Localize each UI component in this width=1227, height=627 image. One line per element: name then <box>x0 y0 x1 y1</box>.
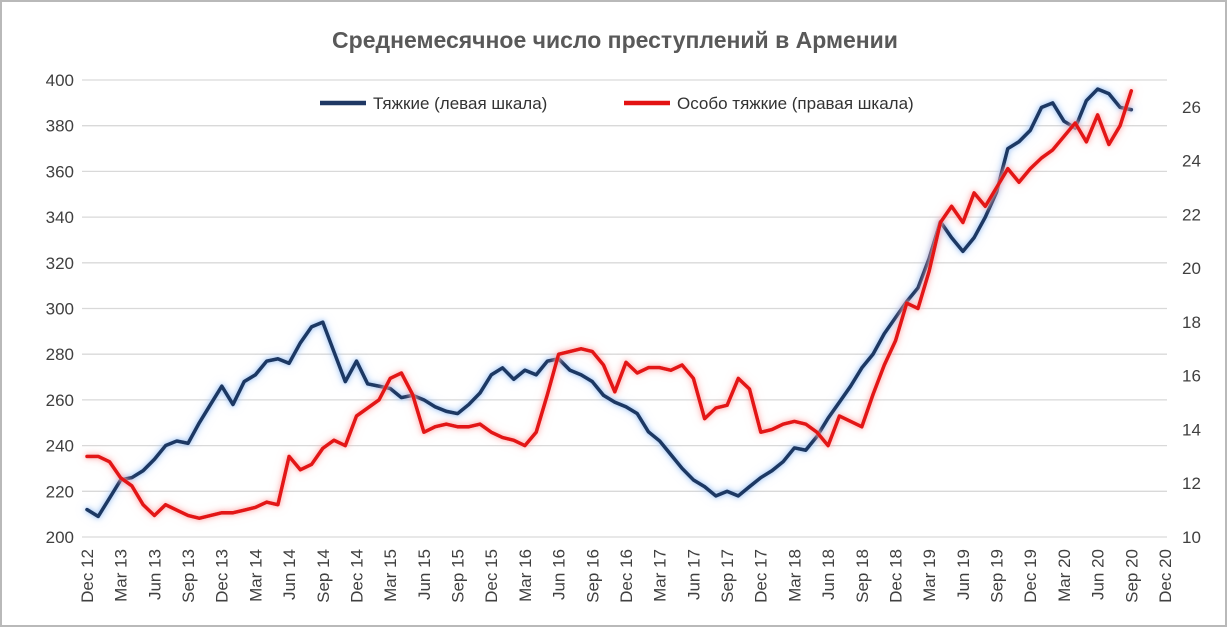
x-axis-tick-label: Mar 17 <box>651 549 670 602</box>
x-axis-tick-label: Mar 16 <box>516 549 535 602</box>
x-axis-tick-label: Sep 18 <box>853 549 872 603</box>
x-axis-tick-label: Jun 20 <box>1089 549 1108 600</box>
left-axis-tick-label: 340 <box>46 208 74 227</box>
gridlines <box>82 79 1167 538</box>
left-axis-tick-label: 300 <box>46 299 74 318</box>
chart-title: Среднемесячное число преступлений в Арме… <box>332 27 898 53</box>
right-axis-tick-label: 24 <box>1182 152 1201 171</box>
x-axis-tick-label: Mar 14 <box>246 549 265 602</box>
right-axis-ticks: 10 12 14 16 18 20 22 24 26 <box>1182 98 1201 547</box>
right-axis-tick-label: 16 <box>1182 367 1201 386</box>
x-axis-tick-label: Mar 13 <box>112 549 131 602</box>
x-axis-tick-label: Dec 12 <box>78 549 97 603</box>
left-axis-tick-label: 380 <box>46 117 74 136</box>
right-axis-tick-label: 20 <box>1182 259 1201 278</box>
serious-line <box>85 87 1134 519</box>
x-axis-tick-label: Sep 16 <box>583 549 602 603</box>
legend-serious-label: Тяжкие (левая шкала) <box>373 94 547 113</box>
x-axis-tick-label: Sep 17 <box>718 549 737 603</box>
left-axis-tick-label: 220 <box>46 482 74 501</box>
right-axis-tick-label: 22 <box>1182 205 1201 224</box>
x-axis-tick-label: Sep 20 <box>1122 549 1141 603</box>
legend: Тяжкие (левая шкала) Особо тяжкие (права… <box>320 94 914 113</box>
serious-line-series <box>85 87 1134 519</box>
x-axis-tick-label: Dec 17 <box>752 549 771 603</box>
right-axis-tick-label: 12 <box>1182 474 1201 493</box>
x-axis-tick-label: Dec 13 <box>213 549 232 603</box>
x-axis-tick-label: Sep 14 <box>314 549 333 603</box>
x-axis-tick-label: Mar 20 <box>1055 549 1074 602</box>
x-axis-tick-label: Mar 19 <box>920 549 939 602</box>
x-axis-tick-label: Sep 19 <box>988 549 1007 603</box>
right-axis-tick-label: 26 <box>1182 98 1201 117</box>
x-axis-tick-label: Dec 18 <box>886 549 905 603</box>
x-axis-tick-label: Jun 19 <box>954 549 973 600</box>
x-axis-tick-label: Dec 14 <box>347 549 366 603</box>
x-axis-tick-label: Dec 19 <box>1021 549 1040 603</box>
left-axis-tick-label: 260 <box>46 391 74 410</box>
x-axis-tick-label: Mar 15 <box>381 549 400 602</box>
x-axis-ticks: Dec 12 Mar 13 Jun 13 Sep 13 Dec 13 Mar 14 Jun … <box>78 549 1175 603</box>
x-axis-tick-label: Jun 16 <box>550 549 569 600</box>
legend-especially-serious-label: Особо тяжкие (правая шкала) <box>677 94 914 113</box>
x-axis-tick-label: Jun 15 <box>415 549 434 600</box>
x-axis-tick-label: Dec 20 <box>1156 549 1175 603</box>
especially-serious-line-series <box>85 89 1134 521</box>
left-axis-tick-label: 280 <box>46 345 74 364</box>
left-axis-tick-label: 360 <box>46 162 74 181</box>
right-axis-tick-label: 10 <box>1182 528 1201 547</box>
right-axis-tick-label: 14 <box>1182 420 1201 439</box>
x-axis-tick-label: Mar 18 <box>785 549 804 602</box>
x-axis-tick-label: Jun 14 <box>280 549 299 600</box>
especially-serious-line <box>85 89 1134 521</box>
left-axis-tick-label: 320 <box>46 254 74 273</box>
x-axis-tick-label: Sep 15 <box>449 549 468 603</box>
x-axis-tick-label: Jun 18 <box>819 549 838 600</box>
left-axis-tick-label: 400 <box>46 71 74 90</box>
x-axis-tick-label: Jun 13 <box>145 549 164 600</box>
right-axis-tick-label: 18 <box>1182 313 1201 332</box>
x-axis-tick-label: Jun 17 <box>684 549 703 600</box>
x-axis-tick-label: Dec 16 <box>617 549 636 603</box>
left-axis-ticks: 200 220 240 260 280 300 320 340 360 380 400 <box>46 71 74 547</box>
left-axis-tick-label: 240 <box>46 437 74 456</box>
x-axis-tick-label: Dec 15 <box>482 549 501 603</box>
x-axis-tick-label: Sep 13 <box>179 549 198 603</box>
left-axis-tick-label: 200 <box>46 528 74 547</box>
